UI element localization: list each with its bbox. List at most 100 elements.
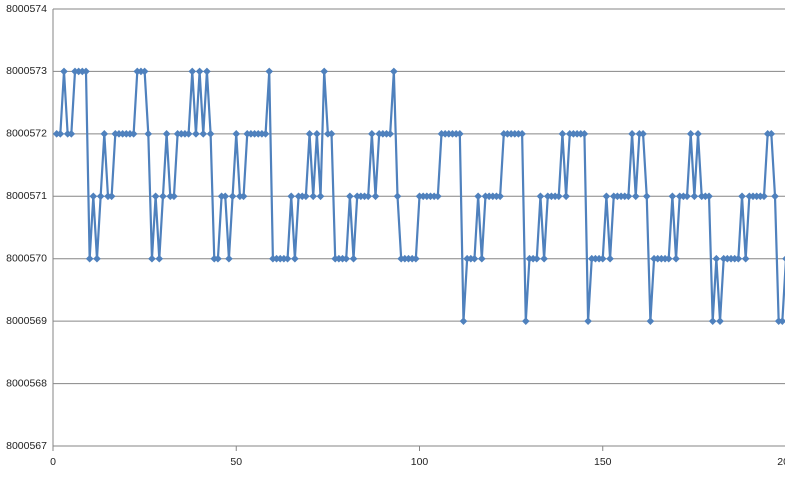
- marker: [393, 192, 402, 201]
- marker: [628, 130, 636, 138]
- marker: [107, 192, 116, 201]
- y-tick-label: 8000573: [6, 65, 47, 77]
- marker: [368, 130, 376, 138]
- marker: [364, 192, 372, 201]
- marker: [672, 254, 680, 263]
- marker: [67, 130, 76, 138]
- y-tick-label: 8000567: [6, 440, 47, 452]
- marker: [313, 130, 321, 138]
- marker: [93, 254, 101, 263]
- marker: [316, 192, 325, 201]
- marker: [639, 130, 647, 138]
- y-tick-label: 8000572: [6, 128, 47, 140]
- marker: [140, 67, 149, 76]
- marker: [225, 254, 233, 263]
- marker: [456, 130, 464, 138]
- marker: [342, 254, 350, 263]
- marker: [646, 317, 655, 325]
- y-tick-label: 8000570: [6, 252, 47, 264]
- marker: [708, 317, 717, 325]
- marker: [532, 254, 541, 263]
- marker: [584, 317, 592, 325]
- marker: [738, 192, 746, 201]
- marker: [782, 255, 785, 262]
- marker: [686, 130, 695, 138]
- marker: [778, 317, 785, 325]
- x-tick-label: 150: [594, 456, 612, 468]
- marker: [690, 192, 699, 201]
- marker: [598, 254, 607, 263]
- marker: [412, 254, 420, 263]
- marker: [199, 130, 208, 138]
- marker: [309, 192, 318, 201]
- marker: [346, 192, 354, 201]
- marker: [221, 192, 230, 201]
- marker: [664, 254, 673, 263]
- marker: [705, 192, 713, 201]
- marker: [386, 130, 394, 138]
- x-tick-label: 0: [50, 456, 56, 468]
- marker: [144, 130, 153, 138]
- marker: [155, 254, 164, 263]
- marker: [716, 317, 724, 325]
- x-tick-label: 50: [230, 456, 242, 468]
- marker: [56, 130, 65, 138]
- marker: [371, 192, 380, 201]
- marker: [320, 67, 329, 76]
- marker: [60, 67, 68, 76]
- marker: [184, 130, 193, 138]
- marker: [642, 192, 651, 201]
- marker: [89, 192, 98, 201]
- marker: [536, 192, 545, 201]
- marker: [261, 130, 270, 138]
- marker: [767, 130, 776, 138]
- marker: [496, 192, 504, 201]
- marker: [602, 192, 611, 201]
- marker: [170, 192, 178, 201]
- marker: [85, 254, 94, 263]
- marker: [562, 192, 570, 201]
- marker: [151, 192, 160, 201]
- marker: [129, 130, 138, 138]
- marker: [232, 130, 241, 138]
- marker: [683, 192, 691, 201]
- marker: [203, 67, 211, 76]
- marker: [554, 192, 563, 201]
- marker: [96, 192, 105, 201]
- marker: [214, 254, 222, 263]
- x-tick-label: 100: [411, 456, 429, 468]
- marker: [521, 317, 530, 325]
- marker: [283, 254, 292, 263]
- marker: [712, 254, 721, 263]
- marker: [195, 67, 204, 76]
- marker: [459, 317, 468, 325]
- marker: [760, 192, 768, 201]
- marker: [540, 254, 548, 263]
- marker: [239, 192, 248, 201]
- marker: [518, 130, 526, 138]
- marker: [606, 254, 614, 263]
- marker: [741, 254, 750, 263]
- marker: [631, 192, 640, 201]
- marker: [192, 130, 200, 138]
- marker: [734, 254, 743, 263]
- marker: [148, 254, 156, 263]
- marker: [188, 67, 197, 76]
- y-tick-label: 8000574: [6, 3, 47, 15]
- marker: [470, 254, 479, 263]
- marker: [291, 254, 299, 263]
- marker: [349, 254, 358, 263]
- x-tick-label: 200: [777, 456, 785, 468]
- marker: [668, 192, 677, 201]
- marker: [265, 67, 274, 76]
- marker: [100, 130, 109, 138]
- marker: [434, 192, 442, 201]
- marker: [694, 130, 702, 138]
- marker: [580, 130, 589, 138]
- marker: [159, 192, 167, 201]
- marker: [228, 192, 237, 201]
- marker: [287, 192, 296, 201]
- marker: [82, 67, 90, 76]
